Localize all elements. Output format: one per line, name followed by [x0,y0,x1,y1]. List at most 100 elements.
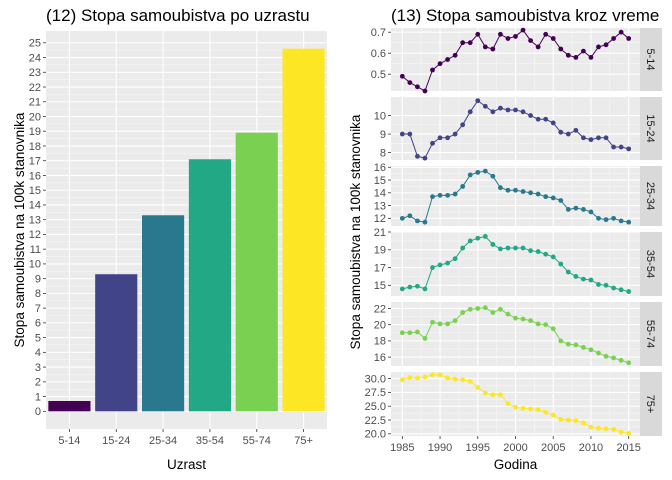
data-point [407,80,413,85]
facet-strip [640,166,662,226]
data-point [437,192,443,198]
facet-y-tick-label: 25.0 [365,401,386,413]
bar-y-tick-label: 2 [35,377,41,389]
data-point [460,245,466,251]
facet-strip-label: 5-14 [644,48,656,70]
data-point [618,357,624,363]
data-point [520,245,526,251]
data-point [550,254,556,260]
data-point [482,390,488,396]
bar-y-tick-label: 4 [35,347,41,359]
data-point [475,169,481,175]
data-point [467,40,473,46]
facet-y-tick-label: 15 [374,175,386,187]
bar-x-tick-label: 75+ [294,435,313,447]
data-point [565,131,571,137]
data-point [445,260,450,266]
data-point [520,316,526,322]
data-point [603,426,609,432]
bar-55-74 [235,132,278,412]
data-point [611,36,616,41]
line-chart-y-axis-title: Stopa samoubistva na 100k stanovnika [348,114,363,349]
data-point [528,318,533,324]
facet-y-tick-label: 10 [374,110,386,122]
data-point [467,378,473,384]
bar-y-tick-label: 16 [29,170,41,182]
line-x-tick-label: 2010 [579,442,603,454]
data-point [588,137,594,143]
bar-y-tick-label: 15 [29,185,41,197]
data-point [482,234,488,239]
facet-y-tick-label: 16 [374,162,386,174]
data-point [490,310,496,315]
data-point [603,282,609,288]
bar-y-tick-label: 13 [29,214,41,226]
data-point [482,103,488,109]
bar-15-24 [95,274,138,412]
facet-strip-label: 75+ [644,395,656,414]
line-x-tick-label: 2000 [503,442,527,454]
data-point [588,347,594,353]
data-point [437,135,443,141]
data-point [415,84,420,90]
data-point [626,360,632,366]
facet-panel-15-24: 8 9 10 15-24 [374,97,662,161]
data-point [565,52,571,58]
facet-y-tick-label: 21 [374,227,386,239]
data-point [422,88,428,94]
data-point [460,122,466,128]
bar-chart-title: (12) Stopa samoubistva po uzrastu [46,6,310,25]
data-point [543,116,549,122]
data-point [543,31,549,37]
line-x-tick-label: 1985 [390,442,414,454]
bar-y-tick-label: 21 [29,97,41,109]
data-point [430,265,435,270]
bar-y-tick-label: 1 [35,391,41,403]
facet-panel-35-54: 15 17 19 21 35-54 [374,227,662,296]
data-point [407,131,413,137]
facet-strip-label: 55-74 [644,320,656,348]
data-point [573,418,579,423]
data-point [565,269,571,275]
data-point [528,248,533,254]
data-point [528,38,533,43]
data-point [626,430,632,436]
data-point [550,36,556,41]
data-point [603,135,609,141]
bar-x-tick-label: 5-14 [58,435,80,447]
data-point [498,185,503,191]
line-x-tick-label: 1995 [466,442,490,454]
data-point [460,40,466,46]
bar-y-tick-label: 19 [29,126,41,138]
facet-y-tick-label: 0.6 [371,48,386,60]
bar-chart-x-axis-title: Uzrast [167,457,206,472]
facet-y-tick-label: 13 [374,200,386,212]
bar-y-tick-label: 23 [29,67,41,79]
data-point [399,330,405,336]
data-point [520,406,526,411]
bar-y-tick-label: 20 [29,111,41,123]
data-point [467,238,473,244]
data-point [490,173,496,179]
data-point [445,57,450,62]
data-point [399,377,405,383]
data-point [490,392,496,398]
data-point [452,131,458,137]
data-point [430,194,435,200]
facet-y-tick-label: 20 [374,319,386,331]
data-point [437,61,443,67]
data-point [475,385,481,390]
data-point [437,321,443,327]
data-point [618,429,624,435]
bar-plot-background [46,31,327,429]
data-point [482,44,488,50]
data-point [611,144,616,150]
bar-y-tick-label: 18 [29,141,41,153]
data-point [550,326,556,332]
data-point [452,256,458,262]
data-point [558,338,564,344]
data-point [543,251,549,257]
facet-strip-label: 25-34 [644,182,656,210]
data-point [399,131,405,137]
data-point [535,407,541,412]
